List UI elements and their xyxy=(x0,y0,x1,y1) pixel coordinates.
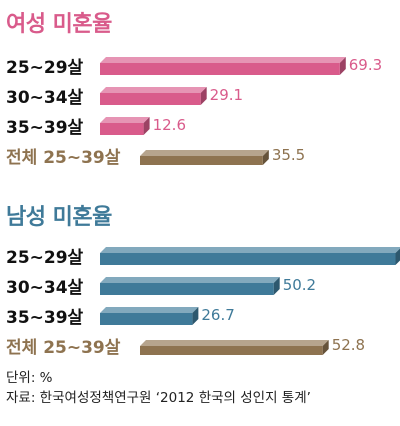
bar-front-face xyxy=(140,156,263,165)
data-label: 69.3 xyxy=(349,56,382,74)
bar-top-face xyxy=(140,340,329,346)
category-label: 25~29살 xyxy=(6,58,84,78)
data-label: 29.1 xyxy=(210,86,243,104)
bar-side-face xyxy=(200,87,207,105)
bar-side-face xyxy=(143,117,150,135)
bar-top-face xyxy=(140,150,269,156)
bar xyxy=(100,247,400,265)
bar-front-face xyxy=(100,283,274,295)
unit-note: 단위: % xyxy=(6,370,53,386)
source-note: 자료: 한국여성정책연구원 ‘2012 한국의 성인지 통계’ xyxy=(6,390,311,406)
bar-top-face xyxy=(100,57,346,63)
bar-front-face xyxy=(100,313,193,325)
bar-top-face xyxy=(100,277,280,283)
category-label: 25~29살 xyxy=(6,248,84,268)
bar-front-face xyxy=(100,123,144,135)
bar xyxy=(100,57,346,75)
bar xyxy=(100,117,150,135)
men-chart-title: 남성 미혼율 xyxy=(6,205,112,230)
bar-front-face xyxy=(140,346,323,355)
category-label: 35~39살 xyxy=(6,118,84,138)
data-label: 50.2 xyxy=(283,276,316,294)
bar-side-face xyxy=(192,307,199,325)
bar xyxy=(140,340,329,355)
bar-front-face xyxy=(100,253,396,265)
category-label: 전체 25~39살 xyxy=(6,148,121,168)
bar-side-face xyxy=(339,57,346,75)
bar-side-face xyxy=(262,150,269,165)
bar-top-face xyxy=(100,307,199,313)
data-label: 26.7 xyxy=(201,306,234,324)
bar-top-face xyxy=(100,247,400,253)
bar xyxy=(100,87,207,105)
category-label: 30~34살 xyxy=(6,278,84,298)
bar xyxy=(100,307,199,325)
category-label: 30~34살 xyxy=(6,88,84,108)
bar xyxy=(140,150,269,165)
bar-top-face xyxy=(100,117,150,123)
category-label: 35~39살 xyxy=(6,308,84,328)
bar-side-face xyxy=(395,248,400,265)
bar-front-face xyxy=(100,63,340,75)
data-label: 12.6 xyxy=(153,116,186,134)
data-label: 35.5 xyxy=(272,146,305,164)
category-label: 전체 25~39살 xyxy=(6,338,121,358)
women-chart-title: 여성 미혼율 xyxy=(6,12,112,37)
data-label: 52.8 xyxy=(332,336,365,354)
bar-top-face xyxy=(100,87,207,93)
bar-front-face xyxy=(100,93,201,105)
bar-side-face xyxy=(273,277,280,295)
bar-side-face xyxy=(322,340,329,355)
bar xyxy=(100,277,280,295)
